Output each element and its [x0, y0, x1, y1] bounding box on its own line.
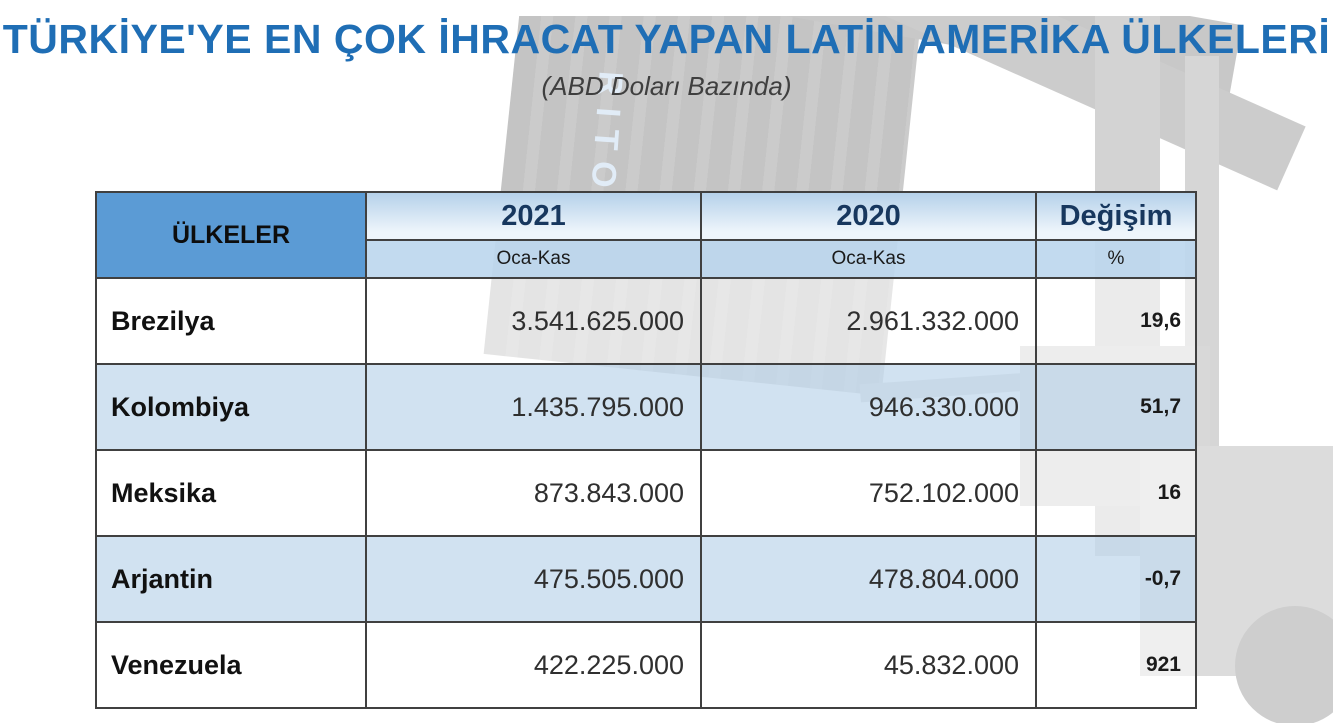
country-cell: Venezuela — [95, 621, 367, 709]
change-cell: 16 — [1035, 449, 1197, 537]
table-row: Meksika 873.843.000 752.102.000 16 — [95, 449, 1197, 537]
value-2021-cell: 873.843.000 — [365, 449, 702, 537]
export-table: ÜLKELER 2021 2020 Değişim Oca-Kas Oca-Ka… — [95, 191, 1197, 709]
table-row: Brezilya 3.541.625.000 2.961.332.000 19,… — [95, 277, 1197, 365]
change-cell: 19,6 — [1035, 277, 1197, 365]
value-2020-cell: 2.961.332.000 — [700, 277, 1037, 365]
table-row: Venezuela 422.225.000 45.832.000 921 — [95, 621, 1197, 709]
value-2021-cell: 3.541.625.000 — [365, 277, 702, 365]
country-cell: Brezilya — [95, 277, 367, 365]
subheader-2021-period: Oca-Kas — [365, 239, 702, 279]
column-header-countries: ÜLKELER — [95, 191, 367, 279]
value-2020-cell: 752.102.000 — [700, 449, 1037, 537]
country-cell: Meksika — [95, 449, 367, 537]
change-cell: 921 — [1035, 621, 1197, 709]
change-cell: 51,7 — [1035, 363, 1197, 451]
subheader-change-unit: % — [1035, 239, 1197, 279]
page-subtitle: (ABD Doları Bazında) — [541, 71, 792, 101]
subheader-2020-period: Oca-Kas — [700, 239, 1037, 279]
table-row: Kolombiya 1.435.795.000 946.330.000 51,7 — [95, 363, 1197, 451]
table-header-row: ÜLKELER 2021 2020 Değişim — [95, 191, 1197, 279]
country-cell: Arjantin — [95, 535, 367, 623]
table-row: Arjantin 475.505.000 478.804.000 -0,7 — [95, 535, 1197, 623]
value-2021-cell: 422.225.000 — [365, 621, 702, 709]
value-2021-cell: 1.435.795.000 — [365, 363, 702, 451]
column-header-2021: 2021 — [365, 191, 702, 241]
value-2020-cell: 946.330.000 — [700, 363, 1037, 451]
value-2020-cell: 478.804.000 — [700, 535, 1037, 623]
value-2021-cell: 475.505.000 — [365, 535, 702, 623]
country-cell: Kolombiya — [95, 363, 367, 451]
table-subheader-row: Oca-Kas Oca-Kas % — [96, 239, 1197, 279]
column-header-2020: 2020 — [700, 191, 1037, 241]
page-title: TÜRKİYE'YE EN ÇOK İHRACAT YAPAN LATİN AM… — [2, 16, 1331, 62]
vehicle-wheel-shape — [1235, 606, 1333, 723]
change-cell: -0,7 — [1035, 535, 1197, 623]
column-header-change: Değişim — [1035, 191, 1197, 241]
value-2020-cell: 45.832.000 — [700, 621, 1037, 709]
